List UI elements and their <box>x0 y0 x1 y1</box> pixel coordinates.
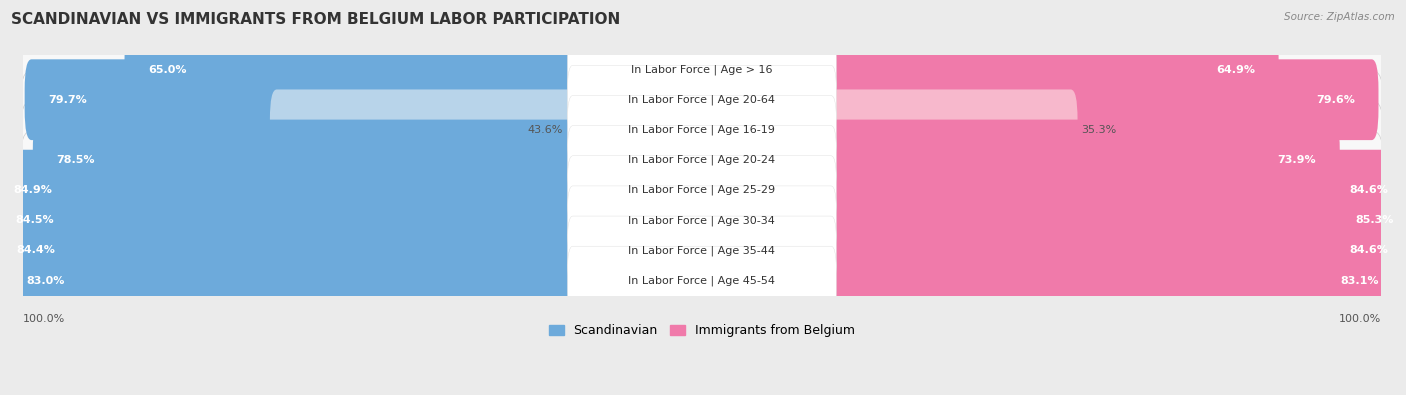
Text: 79.7%: 79.7% <box>48 95 87 105</box>
Text: 35.3%: 35.3% <box>1081 125 1116 135</box>
FancyBboxPatch shape <box>0 150 579 231</box>
Text: 84.4%: 84.4% <box>17 245 55 256</box>
Text: 84.6%: 84.6% <box>1350 245 1389 256</box>
FancyBboxPatch shape <box>20 71 1385 188</box>
Text: 100.0%: 100.0% <box>1339 314 1381 324</box>
Text: In Labor Force | Age 20-24: In Labor Force | Age 20-24 <box>628 155 776 165</box>
FancyBboxPatch shape <box>824 89 1077 170</box>
Text: In Labor Force | Age > 16: In Labor Force | Age > 16 <box>631 64 773 75</box>
Text: In Labor Force | Age 30-34: In Labor Force | Age 30-34 <box>628 215 775 226</box>
Text: 43.6%: 43.6% <box>527 125 562 135</box>
FancyBboxPatch shape <box>20 222 1385 339</box>
FancyBboxPatch shape <box>568 96 837 164</box>
Text: 64.9%: 64.9% <box>1216 64 1254 75</box>
FancyBboxPatch shape <box>125 29 579 110</box>
Text: SCANDINAVIAN VS IMMIGRANTS FROM BELGIUM LABOR PARTICIPATION: SCANDINAVIAN VS IMMIGRANTS FROM BELGIUM … <box>11 12 620 27</box>
FancyBboxPatch shape <box>20 41 1385 158</box>
Text: 84.5%: 84.5% <box>15 215 55 225</box>
FancyBboxPatch shape <box>824 240 1402 321</box>
Text: 100.0%: 100.0% <box>22 314 65 324</box>
Text: In Labor Force | Age 45-54: In Labor Force | Age 45-54 <box>628 275 776 286</box>
Text: In Labor Force | Age 35-44: In Labor Force | Age 35-44 <box>628 245 776 256</box>
Text: 83.1%: 83.1% <box>1340 276 1378 286</box>
FancyBboxPatch shape <box>20 132 1385 248</box>
FancyBboxPatch shape <box>568 156 837 224</box>
FancyBboxPatch shape <box>25 59 579 140</box>
FancyBboxPatch shape <box>824 59 1378 140</box>
FancyBboxPatch shape <box>568 246 837 315</box>
FancyBboxPatch shape <box>32 120 579 200</box>
FancyBboxPatch shape <box>824 210 1406 291</box>
Text: 65.0%: 65.0% <box>148 64 187 75</box>
Text: 78.5%: 78.5% <box>56 155 96 165</box>
FancyBboxPatch shape <box>568 186 837 255</box>
Text: In Labor Force | Age 25-29: In Labor Force | Age 25-29 <box>628 185 776 196</box>
Text: In Labor Force | Age 20-64: In Labor Force | Age 20-64 <box>628 94 776 105</box>
FancyBboxPatch shape <box>20 11 1385 128</box>
Text: 84.6%: 84.6% <box>1350 185 1389 195</box>
Text: 85.3%: 85.3% <box>1355 215 1393 225</box>
Text: 83.0%: 83.0% <box>27 276 65 286</box>
FancyBboxPatch shape <box>20 192 1385 309</box>
Text: In Labor Force | Age 16-19: In Labor Force | Age 16-19 <box>628 124 775 135</box>
FancyBboxPatch shape <box>20 102 1385 218</box>
Text: 84.9%: 84.9% <box>13 185 52 195</box>
FancyBboxPatch shape <box>568 35 837 104</box>
FancyBboxPatch shape <box>270 89 579 170</box>
FancyBboxPatch shape <box>824 150 1406 231</box>
FancyBboxPatch shape <box>3 240 579 321</box>
FancyBboxPatch shape <box>824 180 1406 261</box>
FancyBboxPatch shape <box>0 210 579 291</box>
Legend: Scandinavian, Immigrants from Belgium: Scandinavian, Immigrants from Belgium <box>544 320 860 342</box>
FancyBboxPatch shape <box>568 216 837 285</box>
Text: 73.9%: 73.9% <box>1278 155 1316 165</box>
Text: 79.6%: 79.6% <box>1316 95 1355 105</box>
FancyBboxPatch shape <box>824 120 1340 200</box>
FancyBboxPatch shape <box>0 180 579 261</box>
FancyBboxPatch shape <box>824 29 1278 110</box>
Text: Source: ZipAtlas.com: Source: ZipAtlas.com <box>1284 12 1395 22</box>
FancyBboxPatch shape <box>568 126 837 194</box>
FancyBboxPatch shape <box>568 65 837 134</box>
FancyBboxPatch shape <box>20 162 1385 279</box>
